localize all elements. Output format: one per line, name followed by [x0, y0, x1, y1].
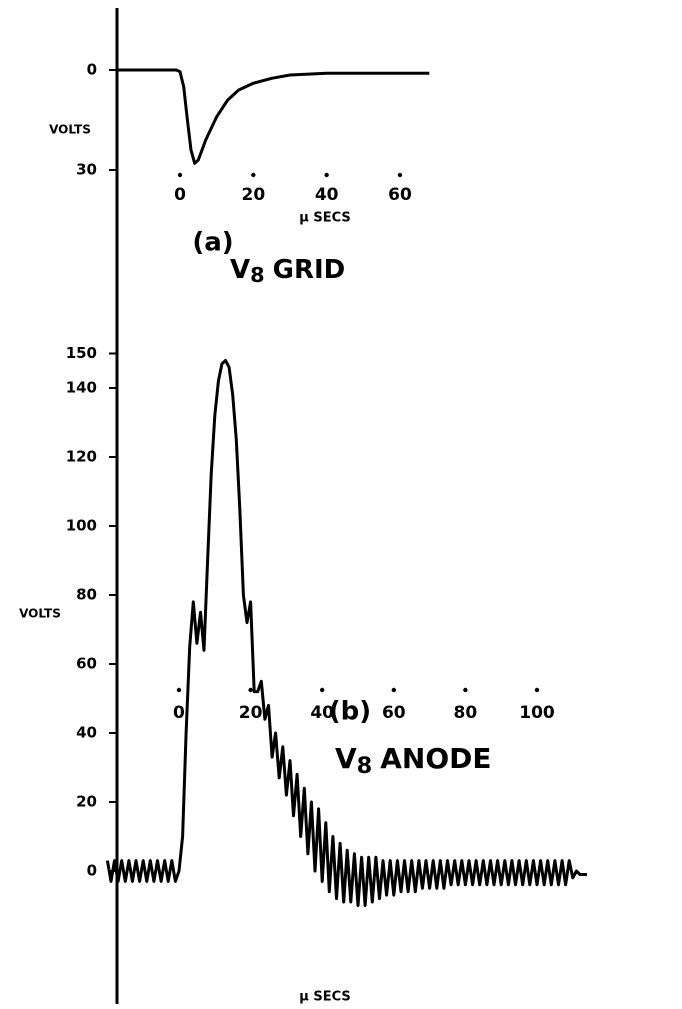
x-tick	[534, 687, 540, 693]
x-tick-label: 20	[239, 703, 263, 723]
y-tick-label: 140	[66, 379, 97, 397]
x-tick	[176, 687, 182, 693]
x-tick	[251, 172, 256, 178]
y-tick-label: 120	[66, 448, 97, 466]
y-axis-label: VOLTS	[49, 123, 91, 137]
x-tick-label: 100	[519, 703, 555, 723]
signal-main: V	[335, 742, 357, 775]
y-tick-label: 150	[66, 344, 97, 362]
signal-rest: GRID	[273, 255, 346, 285]
x-tick	[391, 687, 396, 693]
data-line	[117, 68, 430, 165]
x-tick	[324, 172, 329, 178]
signal-sub: 8	[357, 753, 373, 779]
x-axis-label: μ SECS	[299, 211, 350, 226]
x-tick-label: 40	[315, 185, 339, 205]
y-tick-label: 0	[87, 862, 97, 880]
signal-label: V8 ANODE	[335, 742, 492, 779]
x-tick-label: 0	[174, 185, 186, 205]
x-tick	[463, 687, 468, 693]
signal-sub: 8	[250, 263, 264, 287]
y-tick-label: 40	[76, 724, 97, 742]
y-tick-label: 60	[76, 655, 97, 673]
data-line	[105, 358, 588, 907]
x-tick	[319, 687, 325, 693]
signal-rest: ANODE	[380, 742, 491, 775]
y-axis-label: VOLTS	[19, 607, 61, 621]
x-tick-label: 40	[310, 703, 334, 723]
x-tick	[397, 172, 403, 178]
x-tick-label: 80	[454, 703, 478, 723]
annotation: (b)	[329, 697, 371, 727]
annotation: (a)	[192, 228, 233, 258]
signal-main: V	[230, 255, 250, 285]
x-tick-label: 60	[388, 185, 412, 205]
x-axis-label: μ SECS	[299, 990, 350, 1005]
x-tick-label: 0	[173, 703, 185, 723]
y-tick-label: 20	[76, 793, 97, 811]
x-tick	[248, 687, 253, 693]
y-tick-label: 80	[76, 586, 97, 604]
signal-label: V8 GRID	[230, 255, 345, 288]
y-tick-label: 100	[66, 517, 97, 535]
x-tick-label: 20	[242, 185, 266, 205]
y-tick-label: 30	[76, 161, 97, 179]
y-tick-label: 0	[87, 61, 97, 79]
x-tick-label: 60	[382, 703, 406, 723]
x-tick	[177, 172, 183, 178]
